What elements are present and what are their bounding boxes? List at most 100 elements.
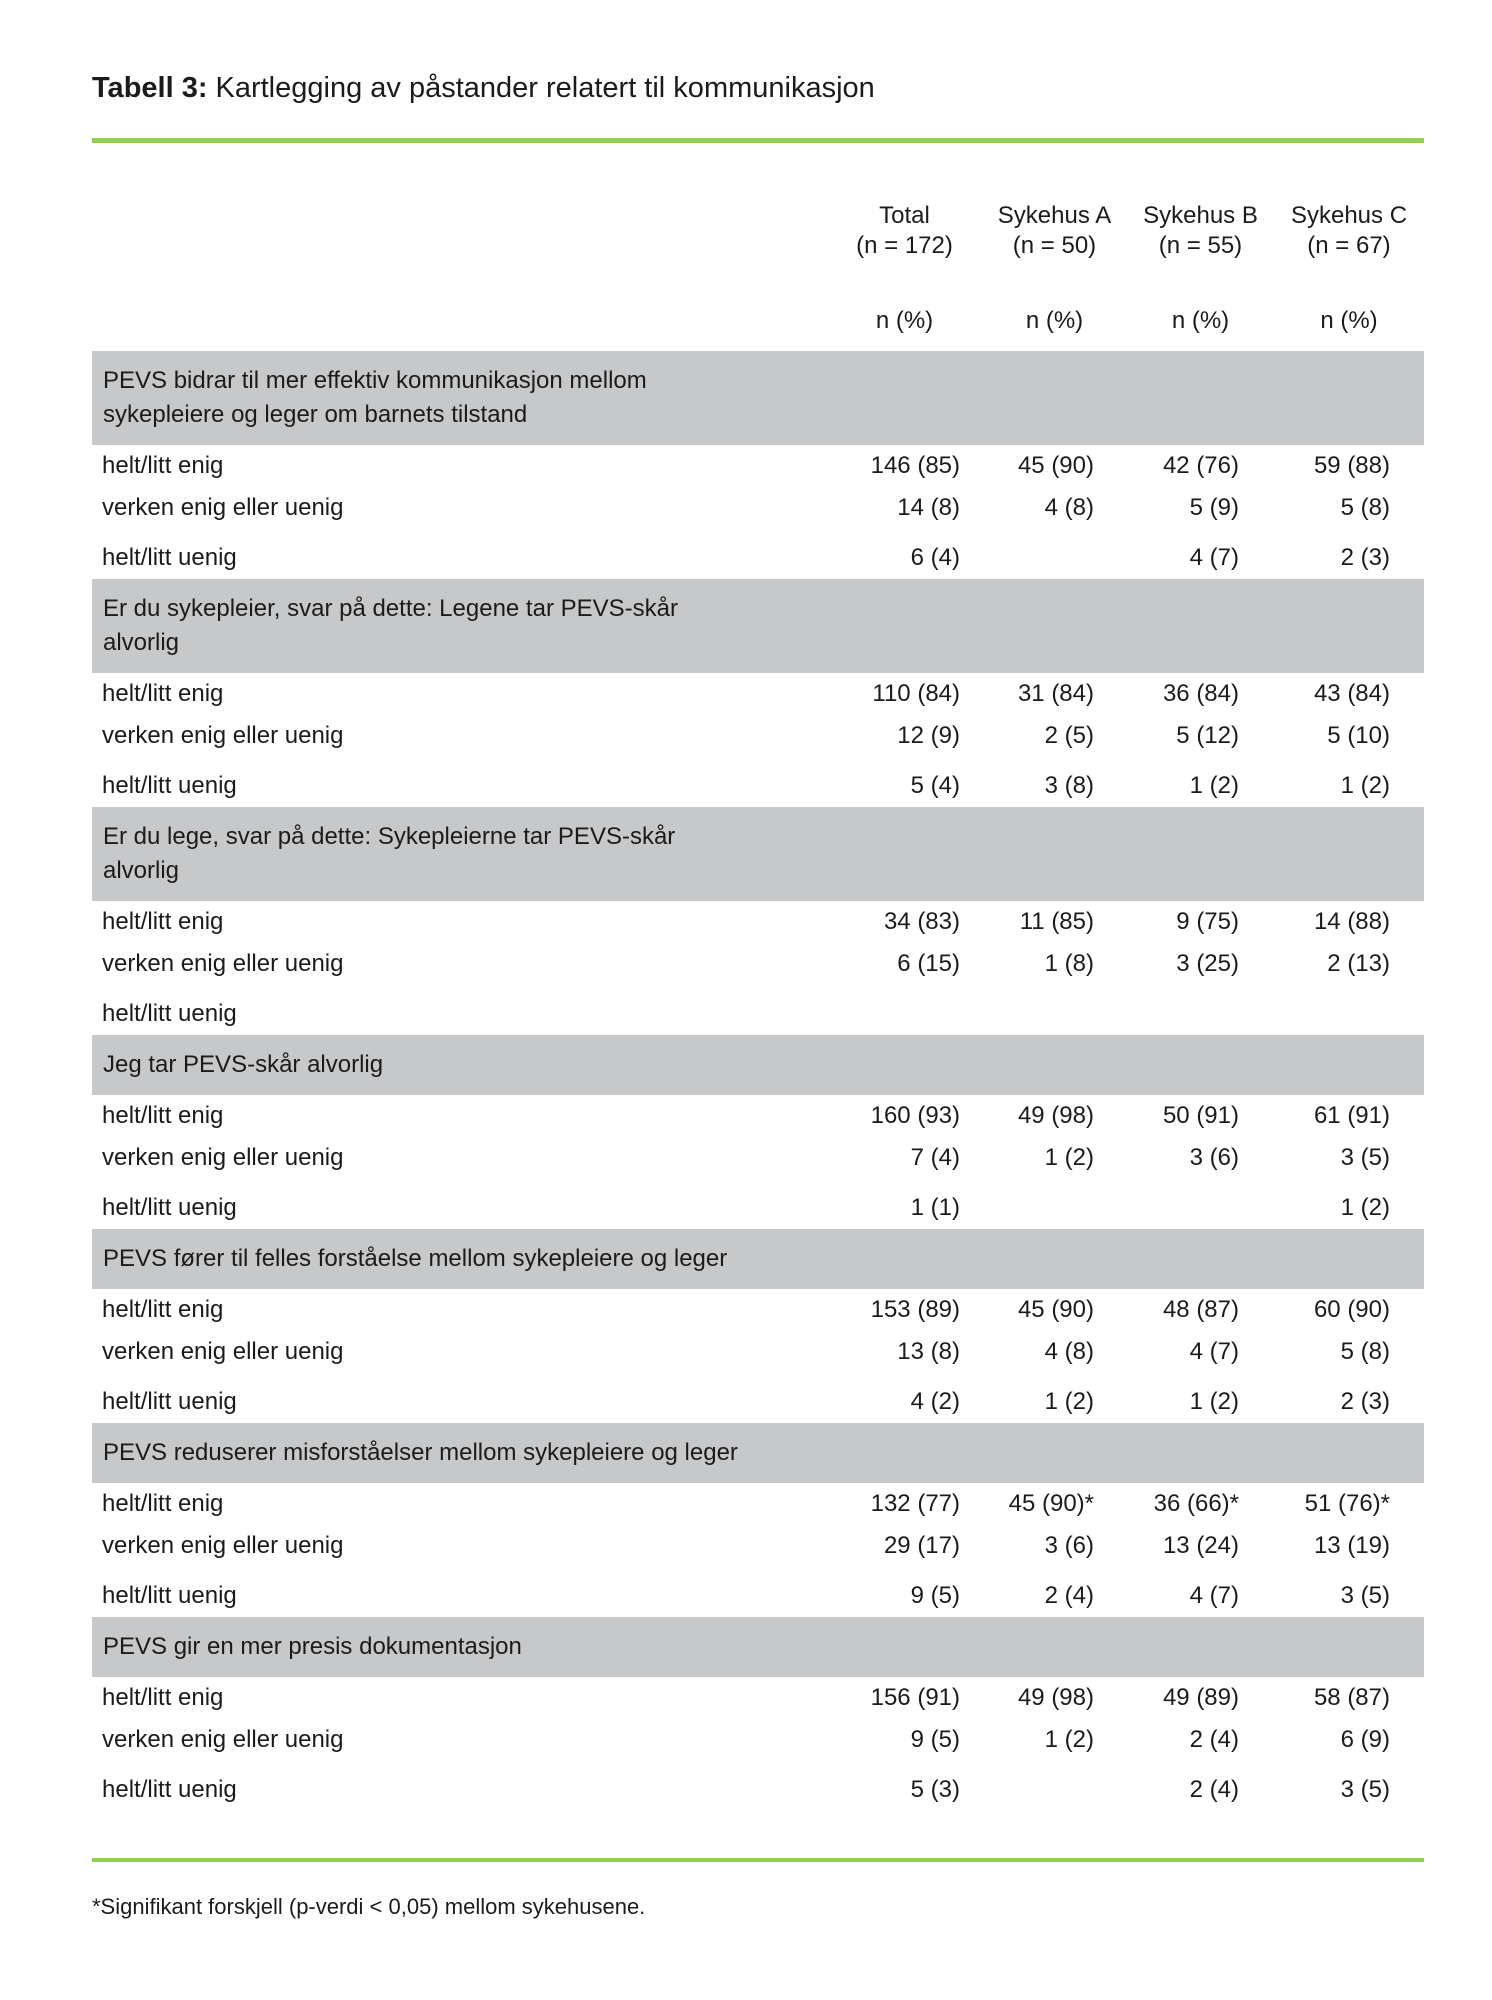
- cell-value: 36 (84): [1162, 680, 1239, 707]
- table-title-label: Tabell 3:: [92, 72, 208, 104]
- column-n: (n = 172): [856, 232, 953, 259]
- cell-value: 60 (90): [1313, 1296, 1390, 1323]
- cell-value: 3 (6): [1044, 1532, 1094, 1559]
- cell-value: [1127, 1179, 1274, 1229]
- section-header-row: Jeg tar PEVS-skår alvorlig: [92, 1035, 1424, 1095]
- row-label: verken enig eller uenig: [102, 1726, 344, 1753]
- cell-value: 1 (1): [910, 1194, 960, 1221]
- cell-value: 1 (2): [1189, 772, 1239, 799]
- cell-value: 29 (17): [883, 1532, 960, 1559]
- cell-value: 1 (8): [1044, 950, 1094, 977]
- cell-value: [982, 1761, 1127, 1811]
- row-label: verken enig eller uenig: [102, 1144, 344, 1171]
- cell-value: [982, 529, 1127, 579]
- table-title: Tabell 3: Kartlegging av påstander relate…: [92, 70, 875, 106]
- section-header-row: PEVS fører til felles forståelse mellom …: [92, 1229, 1424, 1289]
- cell-value: 49 (98): [1017, 1684, 1094, 1711]
- cell-value: 5 (3): [910, 1776, 960, 1803]
- cell-value: 2 (4): [1189, 1726, 1239, 1753]
- cell-value: 6 (4): [910, 544, 960, 571]
- row-label: helt/litt uenig: [102, 1000, 237, 1027]
- table-row: helt/litt enig 160 (93) 49 (98) 50 (91) 61 (…: [92, 1095, 1424, 1137]
- cell-value: 5 (10): [1327, 722, 1390, 749]
- row-label: helt/litt uenig: [102, 1776, 237, 1803]
- cell-value: 13 (19): [1313, 1532, 1390, 1559]
- row-label: verken enig eller uenig: [102, 494, 344, 521]
- table-row: helt/litt uenig 6 (4) 4 (7) 2 (3): [92, 529, 1424, 579]
- row-label: helt/litt uenig: [102, 772, 237, 799]
- table-row: helt/litt uenig: [92, 985, 1424, 1035]
- section-header-row: PEVS bidrar til mer effektiv kommunikasj…: [92, 351, 1424, 445]
- section-header-line: PEVS gir en mer presis dokumentasjon: [103, 1633, 522, 1660]
- section-header-text: Er du lege, svar på dette: Sykepleierne …: [92, 807, 1424, 901]
- cell-value: 1 (2): [1044, 1726, 1094, 1753]
- cell-value: [1274, 985, 1424, 1035]
- table-row: helt/litt enig 34 (83) 11 (85) 9 (75) 14 (88…: [92, 901, 1424, 943]
- row-label: verken enig eller uenig: [102, 1532, 344, 1559]
- cell-value: 9 (5): [910, 1582, 960, 1609]
- cell-value: 4 (8): [1044, 1338, 1094, 1365]
- cell-value: 12 (9): [897, 722, 960, 749]
- cell-value: 5 (9): [1189, 494, 1239, 521]
- table-row: verken enig eller uenig 13 (8) 4 (8) 4 (7) 5…: [92, 1331, 1424, 1373]
- cell-value: 43 (84): [1313, 680, 1390, 707]
- table-row: helt/litt uenig 9 (5) 2 (4) 4 (7) 3 (5): [92, 1567, 1424, 1617]
- section-header-line: PEVS fører til felles forståelse mellom …: [103, 1245, 728, 1272]
- table-row: helt/litt uenig 4 (2) 1 (2) 1 (2) 2 (3): [92, 1373, 1424, 1423]
- section-header-text: PEVS reduserer misforståelser mellom syk…: [92, 1423, 1424, 1483]
- cell-value: 3 (5): [1340, 1582, 1390, 1609]
- unit-row: n (%) n (%) n (%) n (%): [92, 261, 1424, 351]
- cell-value: 45 (90): [1017, 1296, 1094, 1323]
- data-table: Total (n = 172) Sykehus A (n = 50) Sykehus B…: [92, 185, 1424, 1811]
- cell-value: 14 (8): [897, 494, 960, 521]
- row-label: helt/litt enig: [102, 1296, 224, 1323]
- bottom-divider-rule: [92, 1858, 1424, 1862]
- row-label: helt/litt uenig: [102, 544, 237, 571]
- cell-value: [982, 1179, 1127, 1229]
- cell-value: 4 (7): [1189, 1582, 1239, 1609]
- cell-value: 160 (93): [870, 1102, 960, 1129]
- cell-value: 36 (66)*: [1153, 1490, 1239, 1517]
- cell-value: 51 (76)*: [1304, 1490, 1390, 1517]
- table-row: verken enig eller uenig 6 (15) 1 (8) 3 (25)…: [92, 943, 1424, 985]
- footnote: *Signifikant forskjell (p-verdi < 0,05) …: [92, 1894, 646, 1919]
- section-header-line: sykepleiere og leger om barnets tilstand: [103, 401, 528, 428]
- row-label: helt/litt enig: [102, 1102, 224, 1129]
- section-header-text: PEVS fører til felles forståelse mellom …: [92, 1229, 1424, 1289]
- unit-label: n (%): [1320, 307, 1378, 334]
- unit-label: n (%): [1025, 307, 1084, 334]
- section-header-row: PEVS reduserer misforståelser mellom syk…: [92, 1423, 1424, 1483]
- table-row: verken enig eller uenig 29 (17) 3 (6) 13 (2…: [92, 1525, 1424, 1567]
- row-label: helt/litt uenig: [102, 1388, 237, 1415]
- section-header-text: Er du sykepleier, svar på dette: Legene …: [92, 579, 1424, 673]
- row-label: verken enig eller uenig: [102, 1338, 344, 1365]
- cell-value: [827, 985, 982, 1035]
- cell-value: 6 (15): [897, 950, 960, 977]
- column-header: Total (n = 172): [827, 185, 982, 261]
- cell-value: 49 (98): [1017, 1102, 1094, 1129]
- cell-value: 153 (89): [870, 1296, 960, 1323]
- column-name: Sykehus A: [997, 202, 1112, 229]
- cell-value: 2 (5): [1044, 722, 1094, 749]
- cell-value: 45 (90): [1017, 452, 1094, 479]
- cell-value: 4 (7): [1189, 544, 1239, 571]
- section-header-row: PEVS gir en mer presis dokumentasjon: [92, 1617, 1424, 1677]
- table-row: helt/litt enig 156 (91) 49 (98) 49 (89) 58 (…: [92, 1677, 1424, 1719]
- section-header-text: PEVS bidrar til mer effektiv kommunikasj…: [92, 351, 1424, 445]
- table-row: helt/litt uenig 1 (1) 1 (2): [92, 1179, 1424, 1229]
- cell-value: 5 (8): [1340, 494, 1390, 521]
- cell-value: 9 (75): [1176, 908, 1239, 935]
- table-row: helt/litt enig 153 (89) 45 (90) 48 (87) 60 (…: [92, 1289, 1424, 1331]
- cell-value: 1 (2): [1044, 1144, 1094, 1171]
- section-header-line: PEVS reduserer misforståelser mellom syk…: [103, 1439, 738, 1466]
- row-label: helt/litt enig: [102, 680, 224, 707]
- cell-value: 1 (2): [1340, 1194, 1390, 1221]
- unit-label: n (%): [875, 307, 934, 334]
- row-label: verken enig eller uenig: [102, 722, 344, 749]
- cell-value: 5 (12): [1176, 722, 1239, 749]
- table-row: verken enig eller uenig 12 (9) 2 (5) 5 (12)…: [92, 715, 1424, 757]
- cell-value: 3 (5): [1340, 1776, 1390, 1803]
- column-header: Sykehus A (n = 50): [982, 185, 1127, 261]
- row-label: helt/litt enig: [102, 452, 224, 479]
- section-header-line: Jeg tar PEVS-skår alvorlig: [103, 1051, 384, 1078]
